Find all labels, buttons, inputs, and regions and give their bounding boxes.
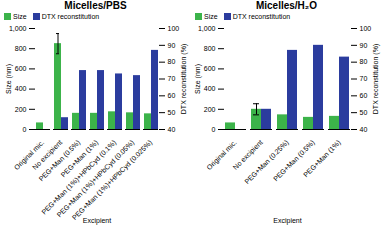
svg-text:60: 60	[168, 92, 176, 99]
svg-text:DTX reconstitution (%): DTX reconstitution (%)	[180, 44, 188, 114]
svg-text:PEG+Man (1%): PEG+Man (1%)	[302, 139, 342, 179]
svg-text:Excipient: Excipient	[83, 217, 111, 225]
svg-text:No excipient: No excipient	[231, 138, 264, 171]
svg-text:70: 70	[360, 75, 368, 82]
svg-text:40: 40	[168, 126, 176, 133]
svg-text:Size (nm): Size (nm)	[5, 64, 13, 94]
html-text:Micelles/H₂O: Micelles/H₂O	[255, 0, 318, 11]
svg-text:80: 80	[168, 58, 176, 65]
html-text:DTX reconstitution: DTX reconstitution	[232, 13, 291, 20]
svg-text:Size (nm): Size (nm)	[194, 64, 202, 94]
html-text:Size: Size	[13, 13, 27, 20]
svg-text:PEG+Man (1%)+HPbCyd (0.05%): PEG+Man (1%)+HPbCyd (0.05%)	[56, 139, 136, 219]
svg-text:80: 80	[360, 58, 368, 65]
html-text:DTX reconstitution: DTX reconstitution	[41, 13, 100, 20]
svg-text:100: 100	[360, 25, 372, 32]
svg-text:90: 90	[360, 42, 368, 49]
svg-text:800: 800	[204, 45, 216, 52]
svg-text:40: 40	[360, 126, 368, 133]
html-text:Size: Size	[204, 13, 218, 20]
svg-text:PEG+Man (0.5%): PEG+Man (0.5%)	[37, 138, 82, 183]
svg-text:200: 200	[204, 106, 216, 113]
svg-text:PEG+Man (1%)+HPbCyd (0.025%): PEG+Man (1%)+HPbCyd (0.025%)	[71, 139, 154, 222]
svg-text:PEG+Man (1%)+HPbCyd (0.1%): PEG+Man (1%)+HPbCyd (0.1%)	[40, 139, 118, 217]
svg-text:200: 200	[15, 106, 27, 113]
svg-text:50: 50	[168, 109, 176, 116]
svg-text:800: 800	[15, 45, 27, 52]
svg-text:0: 0	[212, 126, 216, 133]
svg-text:400: 400	[15, 85, 27, 92]
svg-text:1,000: 1,000	[198, 25, 216, 32]
svg-text:Original mic.: Original mic.	[12, 138, 46, 172]
svg-text:60: 60	[360, 92, 368, 99]
svg-text:100: 100	[168, 25, 180, 32]
svg-text:600: 600	[15, 65, 27, 72]
svg-text:0: 0	[23, 126, 27, 133]
html-text:Micelles/PBS: Micelles/PBS	[64, 0, 127, 11]
svg-text:1,000: 1,000	[9, 25, 27, 32]
svg-text:90: 90	[168, 42, 176, 49]
svg-text:DTX reconstitution (%): DTX reconstitution (%)	[372, 44, 380, 114]
svg-text:600: 600	[204, 65, 216, 72]
svg-text:PEG+Man (0.5%): PEG+Man (0.5%)	[272, 139, 317, 184]
svg-text:Excipient: Excipient	[273, 217, 301, 225]
svg-text:70: 70	[168, 75, 176, 82]
svg-text:No excipient: No excipient	[31, 138, 64, 171]
svg-text:400: 400	[204, 85, 216, 92]
svg-text:PEG+Man (0.25%): PEG+Man (0.25%)	[243, 139, 290, 186]
svg-text:50: 50	[360, 109, 368, 116]
svg-text:Original mic.: Original mic.	[205, 138, 238, 172]
